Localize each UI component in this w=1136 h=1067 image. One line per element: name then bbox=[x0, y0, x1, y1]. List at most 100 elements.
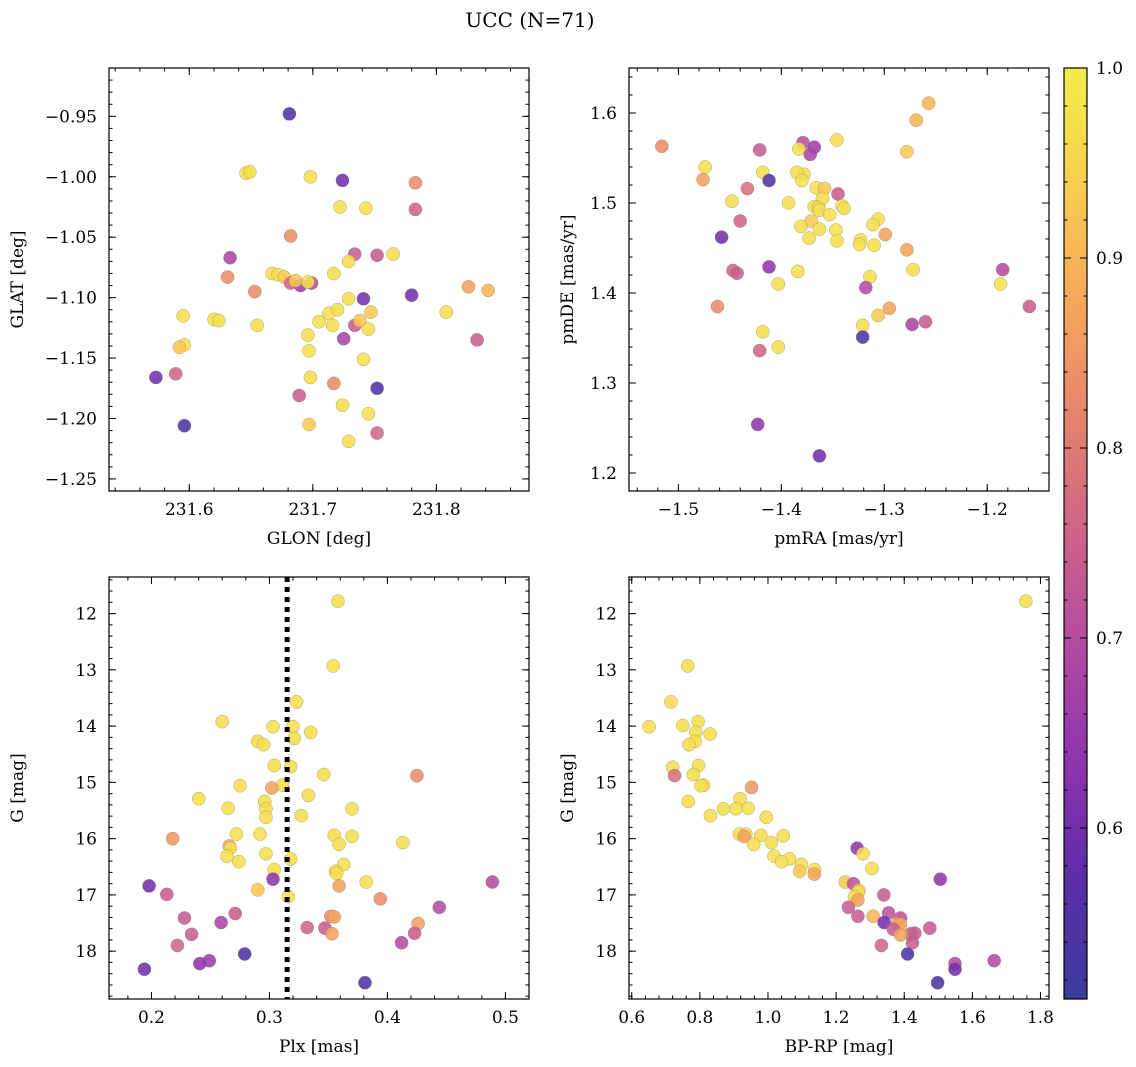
scatter-point bbox=[900, 144, 914, 159]
scatter-point bbox=[667, 768, 682, 783]
scatter-point bbox=[696, 172, 710, 187]
x-tick-label: −1.2 bbox=[967, 500, 1008, 520]
scatter-point bbox=[461, 279, 476, 294]
scatter-point bbox=[725, 194, 739, 209]
y-tick-label: 18 bbox=[595, 942, 617, 962]
scatter-point bbox=[900, 242, 914, 257]
scatter-point bbox=[289, 695, 304, 709]
y-tick-label: −1.20 bbox=[45, 409, 97, 429]
scatter-point bbox=[220, 849, 234, 863]
y-tick-label: −0.95 bbox=[45, 107, 97, 127]
scatter-point bbox=[481, 283, 496, 298]
scatter-point bbox=[792, 142, 806, 156]
scatter-point bbox=[410, 768, 424, 783]
scatter-point bbox=[921, 96, 936, 110]
scatter-point bbox=[855, 330, 870, 344]
scatter-point bbox=[327, 910, 342, 924]
scatter-point bbox=[655, 139, 669, 154]
scatter-point bbox=[858, 280, 873, 295]
x-tick-label: −1.5 bbox=[658, 500, 699, 520]
scatter-point bbox=[336, 331, 351, 346]
scatter-point bbox=[408, 202, 423, 217]
x-axis-label: Plx [mas] bbox=[279, 1037, 359, 1057]
x-tick-label: 0.4 bbox=[374, 1008, 401, 1028]
x-tick-label: 1.0 bbox=[754, 1008, 781, 1028]
scatter-point bbox=[995, 262, 1010, 277]
scatter-point bbox=[359, 875, 374, 889]
y-tick-label: 12 bbox=[595, 605, 617, 625]
scatter-point bbox=[335, 173, 350, 188]
scatter-point bbox=[212, 313, 226, 328]
scatter-point bbox=[733, 214, 748, 228]
scatter-point bbox=[856, 846, 870, 861]
scatter-point bbox=[794, 219, 808, 234]
y-axis-label: G [mag] bbox=[8, 753, 28, 822]
x-tick-label: 0.6 bbox=[618, 1008, 645, 1028]
scatter-point bbox=[407, 926, 422, 941]
scatter-point bbox=[755, 324, 770, 339]
panel-bprp-g: 0.6 0.8 1.0 1.2 1.4 1.6 1.8 12 13 14 15 16 17 18 BP-RP… bbox=[558, 576, 1054, 1057]
scatter-point bbox=[192, 956, 207, 971]
scatter-point bbox=[987, 953, 1002, 968]
scatter-point bbox=[326, 376, 341, 391]
y-tick-label: 13 bbox=[75, 661, 97, 681]
x-tick-label: 231.7 bbox=[288, 500, 337, 520]
scatter-point bbox=[1022, 299, 1037, 314]
scatter-point bbox=[812, 449, 827, 463]
scatter-point bbox=[703, 808, 718, 823]
scatter-point bbox=[168, 366, 183, 381]
scatter-point bbox=[680, 659, 695, 673]
colorbar-tick-label: 0.6 bbox=[1096, 819, 1123, 839]
scatter-point bbox=[325, 318, 340, 333]
scatter-point bbox=[170, 938, 185, 953]
scatter-point bbox=[812, 222, 827, 236]
scatter-point bbox=[900, 947, 915, 961]
scatter-point bbox=[215, 714, 230, 729]
x-axis-label: BP-RP [mag] bbox=[785, 1037, 894, 1057]
y-tick-label: −1.25 bbox=[45, 470, 97, 490]
scatter-point bbox=[352, 313, 367, 328]
scatter-point bbox=[301, 275, 315, 289]
scatter-point bbox=[408, 175, 423, 190]
scatter-point bbox=[866, 909, 881, 924]
scatter-point bbox=[822, 207, 837, 222]
scatter-point bbox=[345, 829, 359, 844]
panel-pmra-pmde: −1.5 −1.4 −1.3 −1.2 1.2 1.3 1.4 1.5 1.6 pmRA [mas… bbox=[558, 67, 1050, 549]
y-tick-label: 18 bbox=[75, 942, 97, 962]
axes-frame bbox=[108, 67, 530, 492]
scatter-point bbox=[744, 780, 759, 795]
scatter-point bbox=[878, 227, 893, 242]
axes-frame bbox=[628, 67, 1050, 492]
scatter-point bbox=[776, 828, 791, 843]
scatter-point bbox=[303, 370, 318, 385]
scatter-point bbox=[909, 113, 924, 128]
scatter-point bbox=[439, 305, 454, 319]
scatter-point bbox=[345, 801, 359, 816]
scatter-point bbox=[404, 288, 419, 303]
x-tick-label: 0.2 bbox=[138, 1008, 165, 1028]
scatter-point bbox=[341, 434, 356, 449]
scatter-point bbox=[882, 301, 897, 316]
axes-frame bbox=[628, 576, 1050, 1000]
scatter-point bbox=[191, 791, 206, 806]
scatter-point bbox=[256, 737, 271, 752]
scatter-point bbox=[223, 250, 237, 265]
scatter-point bbox=[259, 810, 273, 825]
colorbar-bar bbox=[1063, 67, 1088, 1000]
scatter-point bbox=[874, 938, 889, 953]
scatter-point bbox=[253, 827, 267, 841]
subplots: 231.6 231.7 231.8 −0.95 −1.00 −1.05 −1.10 −1.15… bbox=[8, 67, 1054, 1057]
scatter-point bbox=[229, 827, 244, 841]
y-tick-label: 14 bbox=[75, 717, 97, 737]
scatter-point bbox=[177, 911, 192, 925]
scatter-point bbox=[373, 891, 388, 906]
scatter-point bbox=[774, 854, 789, 869]
scatter-point bbox=[361, 322, 376, 336]
scatter-point bbox=[341, 254, 356, 269]
scatter-point bbox=[302, 343, 316, 358]
scatter-point bbox=[149, 370, 163, 385]
y-tick-label: 16 bbox=[75, 830, 97, 850]
scatter-points bbox=[642, 594, 1033, 990]
scatter-point bbox=[220, 270, 235, 284]
scatter-point bbox=[703, 727, 717, 741]
